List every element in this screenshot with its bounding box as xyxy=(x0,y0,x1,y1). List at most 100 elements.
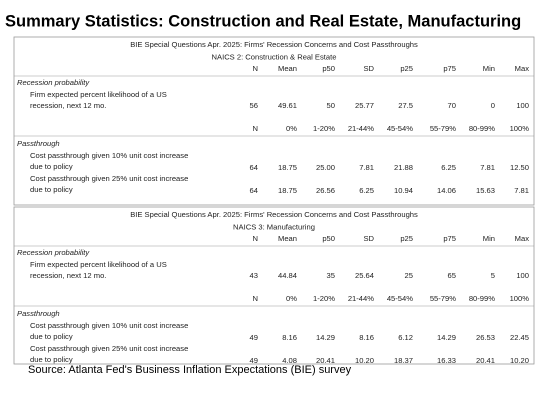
source-note: Source: Atlanta Fed's Business Inflation… xyxy=(28,364,352,376)
cell-value: 12.50 xyxy=(510,163,529,172)
cell-value: 22.45 xyxy=(510,333,529,342)
cell-value: 6.12 xyxy=(398,333,413,342)
cell-value: 25.64 xyxy=(355,271,374,280)
cell-value: 100 xyxy=(516,271,529,280)
cell-value: 26.53 xyxy=(476,333,495,342)
cell-value: 0 xyxy=(491,101,495,110)
row-label: Cost passthrough given 10% unit cost inc… xyxy=(30,151,188,160)
page-title: Summary Statistics: Construction and Rea… xyxy=(5,12,521,30)
section-heading: Recession probability xyxy=(17,78,90,87)
row-label: due to policy xyxy=(30,162,73,171)
table-header: NAICS 2: Construction & Real Estate xyxy=(212,53,337,62)
bucket-label: 0% xyxy=(286,124,297,133)
cell-value: 16.33 xyxy=(437,356,456,365)
bucket-label: 45-54% xyxy=(387,294,413,303)
column-header: Mean xyxy=(278,64,297,73)
row-label: due to policy xyxy=(30,185,73,194)
cell-value: 27.5 xyxy=(398,101,413,110)
row-label: Cost passthrough given 25% unit cost inc… xyxy=(30,174,188,183)
cell-value: 7.81 xyxy=(480,163,495,172)
cell-value: 49.61 xyxy=(278,101,297,110)
table-border xyxy=(13,36,535,206)
bucket-label: 45-54% xyxy=(387,124,413,133)
cell-value: 70 xyxy=(448,101,456,110)
cell-value: 14.06 xyxy=(437,186,456,195)
cell-value: 25 xyxy=(405,271,413,280)
section-heading: Passthrough xyxy=(17,139,60,148)
column-header: p25 xyxy=(400,64,413,73)
bucket-label: 1-20% xyxy=(313,124,335,133)
bucket-label: 80-99% xyxy=(469,294,495,303)
bucket-label: 100% xyxy=(510,294,530,303)
cell-value: 64 xyxy=(250,186,258,195)
column-header: p50 xyxy=(322,64,335,73)
row-label: due to policy xyxy=(30,332,73,341)
cell-value: 25.77 xyxy=(355,101,374,110)
column-header: p50 xyxy=(322,234,335,243)
bucket-label: N xyxy=(253,294,258,303)
column-header: Min xyxy=(483,64,495,73)
cell-value: 43 xyxy=(250,271,258,280)
cell-value: 10.20 xyxy=(510,356,529,365)
cell-value: 14.29 xyxy=(316,333,335,342)
column-header: Mean xyxy=(278,234,297,243)
cell-value: 100 xyxy=(516,101,529,110)
column-header: SD xyxy=(363,234,374,243)
column-header: p75 xyxy=(443,64,456,73)
cell-value: 14.29 xyxy=(437,333,456,342)
cell-value: 4.08 xyxy=(282,356,297,365)
row-label: recession, next 12 mo. xyxy=(30,101,106,110)
cell-value: 20.41 xyxy=(316,356,335,365)
bucket-label: N xyxy=(253,124,258,133)
cell-value: 8.16 xyxy=(359,333,374,342)
bucket-label: 80-99% xyxy=(469,124,495,133)
cell-value: 26.56 xyxy=(316,186,335,195)
row-label: recession, next 12 mo. xyxy=(30,271,106,280)
cell-value: 18.75 xyxy=(278,163,297,172)
cell-value: 49 xyxy=(250,333,258,342)
cell-value: 35 xyxy=(327,271,335,280)
bucket-label: 55-79% xyxy=(430,294,456,303)
table-header: BIE Special Questions Apr. 2025: Firms' … xyxy=(130,40,418,49)
column-header: SD xyxy=(363,64,374,73)
cell-value: 21.88 xyxy=(394,163,413,172)
column-header: Max xyxy=(515,64,530,73)
table-header: BIE Special Questions Apr. 2025: Firms' … xyxy=(130,210,418,219)
cell-value: 44.84 xyxy=(278,271,297,280)
cell-value: 6.25 xyxy=(359,186,374,195)
cell-value: 65 xyxy=(448,271,456,280)
bucket-label: 0% xyxy=(286,294,297,303)
cell-value: 8.16 xyxy=(282,333,297,342)
row-label: Cost passthrough given 25% unit cost inc… xyxy=(30,344,188,353)
cell-value: 64 xyxy=(250,163,258,172)
column-header: N xyxy=(253,234,258,243)
cell-value: 18.37 xyxy=(394,356,413,365)
column-header: N xyxy=(253,64,258,73)
column-header: p75 xyxy=(443,234,456,243)
bucket-label: 21-44% xyxy=(348,124,374,133)
cell-value: 56 xyxy=(250,101,258,110)
cell-value: 18.75 xyxy=(278,186,297,195)
bucket-label: 21-44% xyxy=(348,294,374,303)
cell-value: 7.81 xyxy=(359,163,374,172)
bucket-label: 100% xyxy=(510,124,530,133)
cell-value: 5 xyxy=(491,271,495,280)
section-heading: Passthrough xyxy=(17,309,60,318)
column-header: Min xyxy=(483,234,495,243)
cell-value: 25.00 xyxy=(316,163,335,172)
cell-value: 7.81 xyxy=(514,186,529,195)
cell-value: 15.63 xyxy=(476,186,495,195)
row-label: due to policy xyxy=(30,355,73,364)
table-border xyxy=(13,206,535,365)
section-heading: Recession probability xyxy=(17,248,90,257)
cell-value: 20.41 xyxy=(476,356,495,365)
cell-value: 49 xyxy=(250,356,258,365)
row-label: Firm expected percent likelihood of a US xyxy=(30,260,167,269)
cell-value: 6.25 xyxy=(441,163,456,172)
row-label: Firm expected percent likelihood of a US xyxy=(30,90,167,99)
cell-value: 10.20 xyxy=(355,356,374,365)
cell-value: 50 xyxy=(327,101,335,110)
column-header: p25 xyxy=(400,234,413,243)
bucket-label: 1-20% xyxy=(313,294,335,303)
